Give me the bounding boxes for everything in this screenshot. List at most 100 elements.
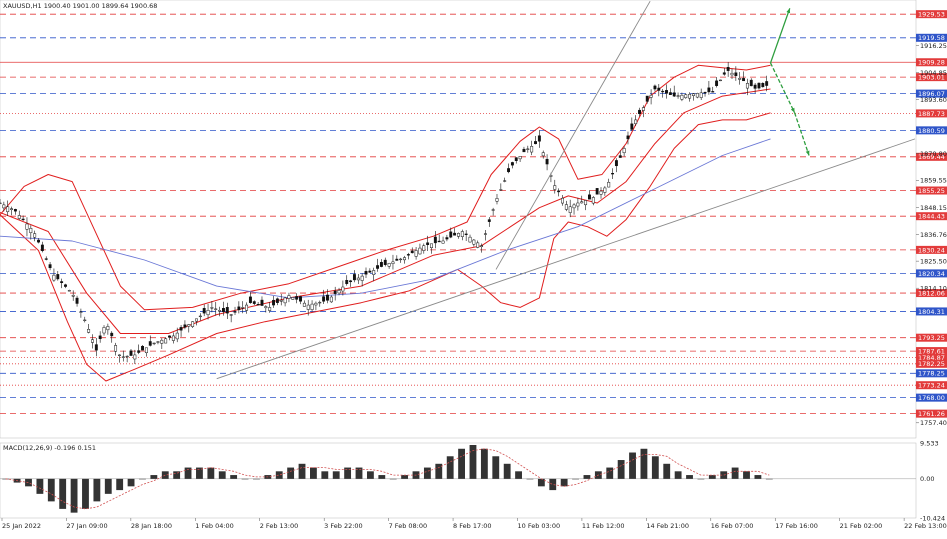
level-tag-18 [916, 369, 947, 378]
candle-body [83, 319, 87, 321]
candle-body [568, 206, 572, 213]
candle-body [726, 66, 730, 71]
level-tag-19 [916, 381, 947, 390]
candle-body [433, 236, 437, 244]
candle-body [630, 123, 634, 130]
arrow-head-2 [805, 150, 810, 156]
macd-bar-19 [218, 471, 226, 479]
candle-body [106, 326, 110, 331]
macd-bar-53 [606, 467, 614, 479]
candle-body [695, 93, 699, 98]
x-tick-label-13: 21 Feb 02:00 [840, 522, 883, 530]
candle-body [503, 180, 507, 182]
candle-body [595, 188, 599, 195]
candle-body [557, 190, 561, 193]
candle-body [187, 324, 191, 327]
candle-body [52, 274, 56, 281]
macd-bar-12 [139, 478, 146, 480]
candle-body [252, 301, 256, 304]
x-tick-label-12: 17 Feb 16:00 [775, 522, 818, 530]
macd-bar-4 [47, 478, 55, 502]
macd-bar-50 [572, 478, 579, 480]
candle-body [10, 208, 14, 210]
macd-bar-22 [253, 478, 260, 480]
trendline-1 [495, 0, 651, 270]
arrow-line-2 [793, 112, 810, 156]
candle-body [491, 209, 495, 211]
level-label-12: 1812.06 [918, 289, 945, 297]
candle-body [403, 257, 406, 261]
level-label-18: 1778.25 [918, 370, 945, 378]
candle-body [302, 302, 306, 307]
candle-body [745, 83, 749, 89]
candle-body [318, 301, 322, 304]
macd-tick-0: 9.533 [920, 439, 939, 447]
level-tag-1 [916, 33, 947, 42]
level-tag-7 [916, 152, 947, 161]
candle-body [483, 233, 487, 235]
level-label-13: 1804.31 [918, 308, 945, 316]
x-tick-label-4: 2 Feb 13:00 [260, 522, 299, 530]
level-tag-5 [916, 109, 947, 118]
candle-body [98, 335, 102, 340]
level-label-6: 1880.59 [918, 127, 945, 135]
candle-body [6, 206, 10, 213]
candle-body [426, 242, 430, 246]
candle-body [13, 209, 17, 212]
candle-body [457, 233, 460, 237]
candle-body [291, 297, 295, 300]
y-tick-label-3: 1870.80 [920, 150, 947, 158]
candle-body [372, 270, 376, 275]
level-tag-10 [916, 245, 947, 254]
candle-body [148, 341, 152, 346]
candle-body [121, 356, 125, 358]
x-tick-label-5: 3 Feb 22:00 [324, 522, 363, 530]
macd-bar-17 [196, 467, 203, 479]
candle-body [753, 84, 757, 89]
candle-body [522, 148, 526, 153]
x-tick-label-2: 28 Jan 18:00 [131, 522, 172, 530]
price-pane [0, 0, 917, 439]
macd-bar-20 [230, 475, 238, 479]
candle-body [175, 332, 179, 340]
level-tag-9 [916, 212, 947, 221]
candle-body [299, 296, 302, 302]
candle-body [364, 271, 368, 275]
candle-body [260, 299, 264, 306]
candle-body [661, 90, 665, 93]
macd-bar-57 [651, 456, 659, 479]
macd-bar-21 [241, 478, 249, 480]
candle-body [699, 92, 703, 98]
candle-body [668, 92, 672, 95]
candle-body [379, 262, 383, 267]
candle-body [614, 160, 618, 167]
candle-body [356, 277, 360, 281]
level-tag-21 [916, 409, 947, 418]
candle-body [645, 95, 649, 102]
candle-body [349, 280, 353, 283]
level-label-9: 1844.43 [918, 213, 945, 221]
candle-body [310, 303, 314, 310]
level-label-21: 1761.26 [918, 410, 945, 418]
candle-body [564, 204, 568, 210]
candle-body [191, 321, 195, 327]
level-tag-6 [916, 126, 947, 135]
macd-bar-65 [743, 471, 750, 479]
candle-body [341, 286, 345, 292]
macd-bar-41 [469, 445, 477, 479]
macd-bar-16 [184, 467, 192, 479]
candle-body [37, 239, 40, 243]
macd-tick-1: 0.00 [920, 475, 934, 483]
candle-body [580, 201, 584, 204]
candle-body [110, 332, 114, 337]
candle-body [164, 338, 168, 344]
y-tick-label-1: 1904.85 [920, 69, 947, 77]
candle-body [603, 187, 607, 193]
candle-body [71, 294, 75, 297]
macd-bar-18 [207, 467, 215, 479]
candle-body [156, 341, 160, 343]
candle-body [395, 258, 399, 261]
macd-pane [0, 442, 917, 519]
